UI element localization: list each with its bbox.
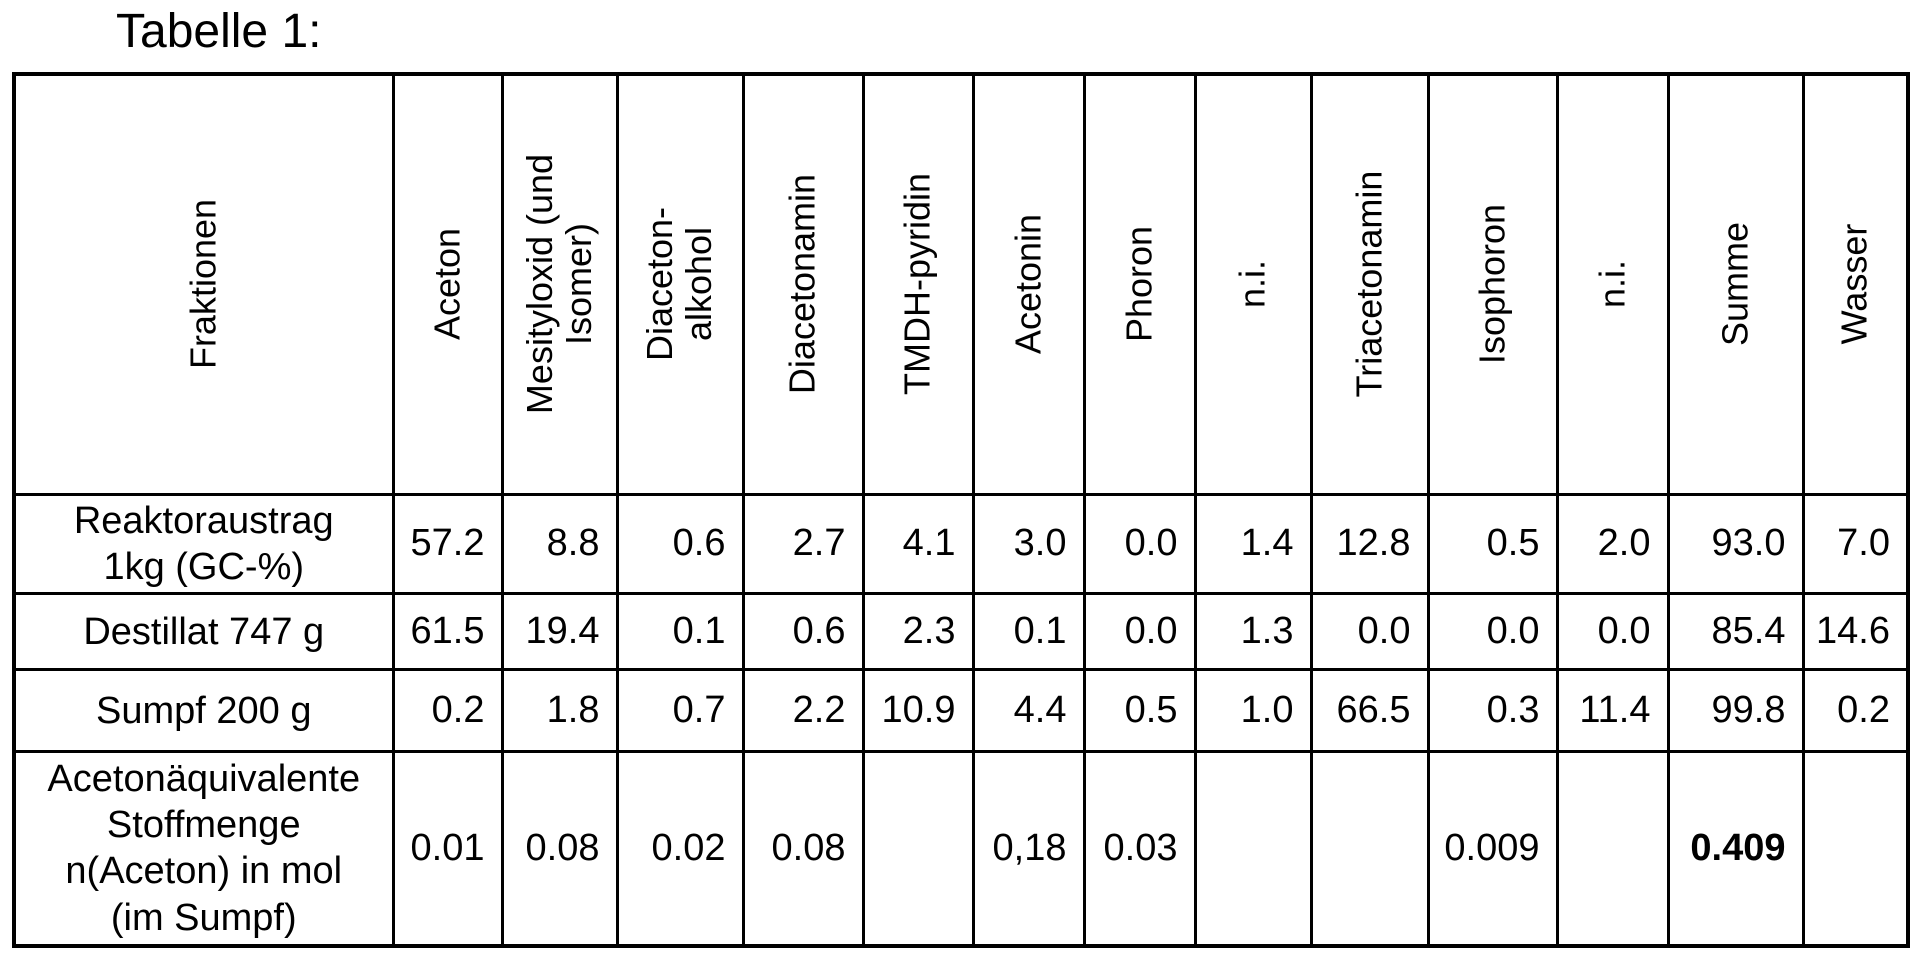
table-cell: 0.009 <box>1426 750 1559 948</box>
table-cell: 0.6 <box>741 592 865 672</box>
table-cell: 0.0 <box>1555 592 1670 672</box>
table-cell: 0.0 <box>1426 592 1559 672</box>
table-cell: 1.8 <box>500 668 619 754</box>
table-cell: 1.0 <box>1193 668 1313 754</box>
column-header-label: Wasser <box>1833 223 1875 345</box>
table-cell: 2.2 <box>741 668 865 754</box>
table-row-sumpf: Sumpf 200 g 0.2 1.8 0.7 2.2 10.9 4.4 0.5… <box>12 668 1910 754</box>
column-header-aceton: Aceton <box>391 72 504 496</box>
column-header-wasser: Wasser <box>1801 72 1910 496</box>
column-header-acetonin: Acetonin <box>971 72 1086 496</box>
column-header-label: Acetonin <box>1007 214 1049 355</box>
column-header-ni-2: n.i. <box>1555 72 1670 496</box>
table-cell: 0.0 <box>1082 592 1197 672</box>
table-cell: 0.5 <box>1426 492 1559 596</box>
table-cell: 2.7 <box>741 492 865 596</box>
table-cell <box>861 750 975 948</box>
table-row-acetonaequivalente: Acetonäquivalente Stoffmenge n(Aceton) i… <box>12 750 1910 948</box>
table-cell <box>1801 750 1910 948</box>
table-cell: 7.0 <box>1801 492 1910 596</box>
table-cell: 1.4 <box>1193 492 1313 596</box>
table-cell <box>1193 750 1313 948</box>
table-cell: 0.1 <box>971 592 1086 672</box>
column-header-label: Fraktionen <box>182 199 224 370</box>
table-cell: 0.5 <box>1082 668 1197 754</box>
column-header-fraktionen: Fraktionen <box>12 72 395 496</box>
table-cell: 3.0 <box>971 492 1086 596</box>
column-header-label: n.i. <box>1231 260 1273 309</box>
table-cell: 0.08 <box>741 750 865 948</box>
table-row-reaktoraustrag: Reaktoraustrag 1kg (GC-%) 57.2 8.8 0.6 2… <box>12 492 1910 596</box>
row-label: Reaktoraustrag 1kg (GC-%) <box>12 492 395 596</box>
table-title: Tabelle 1: <box>116 5 322 58</box>
table-cell: 0.1 <box>615 592 745 672</box>
table-cell: 85.4 <box>1666 592 1805 672</box>
column-header-label: TMDH-pyridin <box>896 173 938 396</box>
column-header-label: Diacetonamin <box>781 174 823 395</box>
column-header-label: n.i. <box>1591 260 1633 309</box>
table-cell: 14.6 <box>1801 592 1910 672</box>
table-cell: 0.0 <box>1309 592 1430 672</box>
row-label: Sumpf 200 g <box>12 668 395 754</box>
table-cell: 2.3 <box>861 592 975 672</box>
table-cell: 11.4 <box>1555 668 1670 754</box>
column-header-label: Aceton <box>426 228 468 341</box>
column-header-diacetonamin: Diacetonamin <box>741 72 865 496</box>
column-header-label: Diaceton- alkohol <box>639 207 719 362</box>
column-header-triacetonamin: Triacetonamin <box>1309 72 1430 496</box>
table-cell: 19.4 <box>500 592 619 672</box>
table-cell: 0.7 <box>615 668 745 754</box>
column-header-label: Mesityloxid (und Isomer) <box>518 154 599 415</box>
column-header-ni-1: n.i. <box>1193 72 1313 496</box>
table-cell: 0.0 <box>1082 492 1197 596</box>
header-row: Fraktionen Aceton Mesityloxid (und Isome… <box>12 72 1910 496</box>
table-cell: 61.5 <box>391 592 504 672</box>
table-cell: 66.5 <box>1309 668 1430 754</box>
table-cell: 10.9 <box>861 668 975 754</box>
column-header-label: Summe <box>1714 222 1756 347</box>
table-cell: 0.02 <box>615 750 745 948</box>
column-header-tmdh-pyridin: TMDH-pyridin <box>861 72 975 496</box>
table-cell: 4.1 <box>861 492 975 596</box>
column-header-label: Phoron <box>1118 226 1160 343</box>
table-cell <box>1309 750 1430 948</box>
column-header-phoron: Phoron <box>1082 72 1197 496</box>
column-header-label: Isophoron <box>1471 204 1513 365</box>
table-cell: 93.0 <box>1666 492 1805 596</box>
table-cell: 0.3 <box>1426 668 1559 754</box>
table-cell: 0,18 <box>971 750 1086 948</box>
table-cell-summe-total: 0.409 <box>1666 750 1805 948</box>
column-header-mesityloxid: Mesityloxid (und Isomer) <box>500 72 619 496</box>
column-header-label: Triacetonamin <box>1348 170 1390 398</box>
table-row-destillat: Destillat 747 g 61.5 19.4 0.1 0.6 2.3 0.… <box>12 592 1910 672</box>
table-cell: 0.2 <box>391 668 504 754</box>
column-header-isophoron: Isophoron <box>1426 72 1559 496</box>
column-header-diacetonalkohol: Diaceton- alkohol <box>615 72 745 496</box>
table-cell: 12.8 <box>1309 492 1430 596</box>
table-cell: 0.2 <box>1801 668 1910 754</box>
table-cell: 0.08 <box>500 750 619 948</box>
table-cell <box>1555 750 1670 948</box>
table-cell: 4.4 <box>971 668 1086 754</box>
table-cell: 0.6 <box>615 492 745 596</box>
table-cell: 0.03 <box>1082 750 1197 948</box>
table-cell: 57.2 <box>391 492 504 596</box>
table-cell: 99.8 <box>1666 668 1805 754</box>
tabelle-1: Fraktionen Aceton Mesityloxid (und Isome… <box>12 72 1910 948</box>
row-label: Destillat 747 g <box>12 592 395 672</box>
row-label: Acetonäquivalente Stoffmenge n(Aceton) i… <box>12 750 395 948</box>
table-cell: 8.8 <box>500 492 619 596</box>
table-cell: 1.3 <box>1193 592 1313 672</box>
column-header-summe: Summe <box>1666 72 1805 496</box>
table-cell: 2.0 <box>1555 492 1670 596</box>
table-cell: 0.01 <box>391 750 504 948</box>
